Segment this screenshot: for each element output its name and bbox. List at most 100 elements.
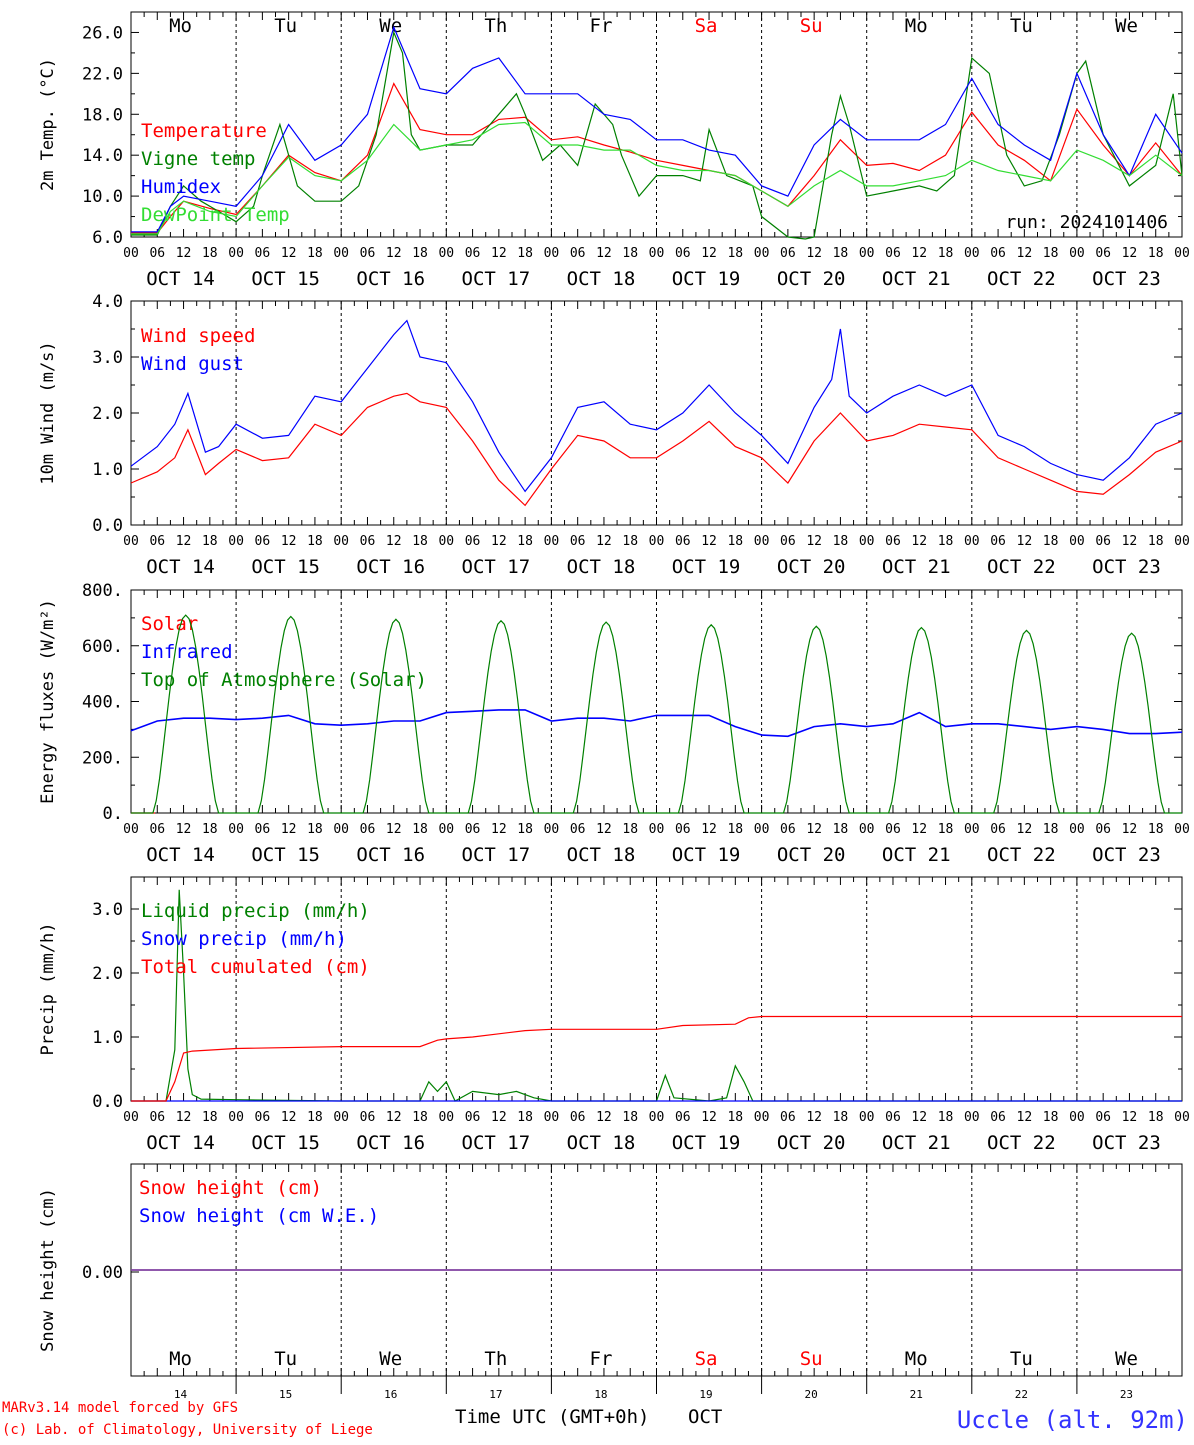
weekday-label: Mo bbox=[169, 1348, 192, 1370]
hour-tick-label: 12 bbox=[491, 534, 507, 549]
date-label: OCT 20 bbox=[777, 556, 846, 578]
hour-tick-label: 00 bbox=[1174, 1110, 1190, 1125]
legend-entry: Humidex bbox=[141, 176, 221, 198]
hour-tick-label: 00 bbox=[228, 534, 244, 549]
date-label: OCT 18 bbox=[567, 844, 636, 866]
hour-tick-label: 18 bbox=[938, 822, 954, 837]
hour-tick-label: 06 bbox=[149, 1110, 165, 1125]
panel-1: 6.0 10.0 14.0 18.0 22.0 26.0 2m Temp. (°C) 00 06… bbox=[38, 11, 1190, 290]
day-number: 20 bbox=[805, 1388, 818, 1401]
hour-tick-label: 00 bbox=[333, 822, 349, 837]
date-label: OCT 19 bbox=[672, 1132, 741, 1154]
y-tick-label: 3.0 bbox=[92, 348, 123, 368]
hour-tick-label: 12 bbox=[386, 534, 402, 549]
legend-entry: Wind gust bbox=[141, 353, 244, 375]
hour-tick-label: 12 bbox=[1122, 822, 1138, 837]
hour-tick-label: 00 bbox=[1069, 534, 1085, 549]
hour-tick-label: 06 bbox=[360, 1110, 376, 1125]
hour-tick-label: 00 bbox=[1069, 1110, 1085, 1125]
hour-tick-label: 18 bbox=[938, 534, 954, 549]
date-label: OCT 18 bbox=[567, 556, 636, 578]
hour-tick-label: 00 bbox=[1174, 246, 1190, 261]
hour-tick-label: 00 bbox=[438, 822, 454, 837]
hour-tick-label: 06 bbox=[255, 246, 271, 261]
hour-tick-label: 18 bbox=[622, 534, 638, 549]
hour-tick-label: 00 bbox=[754, 1110, 770, 1125]
hour-tick-label: 00 bbox=[964, 246, 980, 261]
y-axis-label: Energy fluxes (W/m²) bbox=[38, 599, 58, 804]
y-tick-label: 6.0 bbox=[92, 228, 123, 248]
hour-tick-label: 06 bbox=[780, 1110, 796, 1125]
hour-tick-label: 12 bbox=[281, 1110, 297, 1125]
date-label: OCT 23 bbox=[1092, 556, 1161, 578]
series-line-blue bbox=[131, 25, 1183, 233]
hour-tick-label: 12 bbox=[1122, 534, 1138, 549]
hour-tick-label: 18 bbox=[202, 1110, 218, 1125]
day-number: 17 bbox=[489, 1388, 502, 1401]
date-label: OCT 14 bbox=[146, 844, 215, 866]
day-number: 16 bbox=[384, 1388, 397, 1401]
y-tick-label: 200. bbox=[82, 748, 123, 768]
hour-tick-label: 18 bbox=[202, 246, 218, 261]
hour-tick-label: 06 bbox=[675, 534, 691, 549]
hour-tick-label: 06 bbox=[570, 534, 586, 549]
hour-tick-label: 18 bbox=[1043, 534, 1059, 549]
hour-tick-label: 06 bbox=[465, 534, 481, 549]
hour-tick-label: 06 bbox=[255, 1110, 271, 1125]
hour-tick-label: 00 bbox=[228, 246, 244, 261]
hour-tick-label: 18 bbox=[1148, 246, 1164, 261]
hour-tick-label: 18 bbox=[1148, 1110, 1164, 1125]
hour-tick-label: 18 bbox=[727, 822, 743, 837]
hour-tick-label: 12 bbox=[806, 822, 822, 837]
y-tick-label: 800. bbox=[82, 581, 123, 601]
weekday-label: We bbox=[1115, 1348, 1138, 1370]
hour-tick-label: 00 bbox=[1174, 822, 1190, 837]
hour-tick-label: 12 bbox=[491, 1110, 507, 1125]
day-number: 23 bbox=[1120, 1388, 1133, 1401]
weekday-label: Tu bbox=[1010, 1348, 1033, 1370]
hour-tick-label: 12 bbox=[281, 246, 297, 261]
hour-tick-label: 06 bbox=[465, 1110, 481, 1125]
hour-tick-label: 06 bbox=[255, 534, 271, 549]
legend-entry: Solar bbox=[141, 613, 198, 635]
hour-tick-label: 18 bbox=[938, 1110, 954, 1125]
legend-entry: Temperature bbox=[141, 120, 267, 142]
weekday-label: Th bbox=[484, 1348, 507, 1370]
date-label: OCT 22 bbox=[987, 268, 1056, 290]
hour-tick-label: 00 bbox=[649, 246, 665, 261]
hour-tick-label: 12 bbox=[596, 1110, 612, 1125]
date-label: OCT 17 bbox=[462, 1132, 531, 1154]
y-axis-label: Precip (mm/h) bbox=[38, 922, 58, 1055]
date-label: OCT 19 bbox=[672, 844, 741, 866]
hour-tick-label: 12 bbox=[176, 1110, 192, 1125]
date-label: OCT 20 bbox=[777, 268, 846, 290]
date-label: OCT 16 bbox=[356, 268, 425, 290]
y-tick-label: 0.00 bbox=[82, 1263, 123, 1283]
hour-tick-label: 00 bbox=[754, 822, 770, 837]
copyright-credit: (c) Lab. of Climatology, University of L… bbox=[2, 1422, 373, 1438]
hour-tick-label: 00 bbox=[964, 534, 980, 549]
hour-tick-label: 00 bbox=[228, 822, 244, 837]
plot-frame bbox=[130, 589, 1183, 814]
legend-entry: Wind speed bbox=[141, 325, 255, 347]
date-label: OCT 20 bbox=[777, 1132, 846, 1154]
hour-tick-label: 00 bbox=[123, 534, 139, 549]
model-credit: MARv3.14 model forced by GFS bbox=[2, 1400, 238, 1416]
day-number: 19 bbox=[699, 1388, 712, 1401]
hour-tick-label: 06 bbox=[675, 1110, 691, 1125]
hour-tick-label: 18 bbox=[727, 534, 743, 549]
series-line-green bbox=[131, 614, 1182, 814]
y-tick-label: 22.0 bbox=[82, 64, 123, 84]
weekday-label: We bbox=[1115, 15, 1138, 37]
hour-tick-label: 00 bbox=[1069, 246, 1085, 261]
hour-tick-label: 06 bbox=[1095, 534, 1111, 549]
hour-tick-label: 18 bbox=[622, 246, 638, 261]
hour-tick-label: 12 bbox=[701, 246, 717, 261]
panel-3: 0. 200. 400. 600. 800. Energy fluxes (W/m²) 00… bbox=[38, 581, 1190, 866]
y-tick-label: 2.0 bbox=[92, 404, 123, 424]
hour-tick-label: 18 bbox=[1043, 822, 1059, 837]
hour-tick-label: 12 bbox=[596, 246, 612, 261]
weekday-label: Tu bbox=[1010, 15, 1033, 37]
panel-2: 0.0 1.0 2.0 3.0 4.0 10m Wind (m/s) 00 06 12 18 OCT… bbox=[38, 292, 1190, 578]
